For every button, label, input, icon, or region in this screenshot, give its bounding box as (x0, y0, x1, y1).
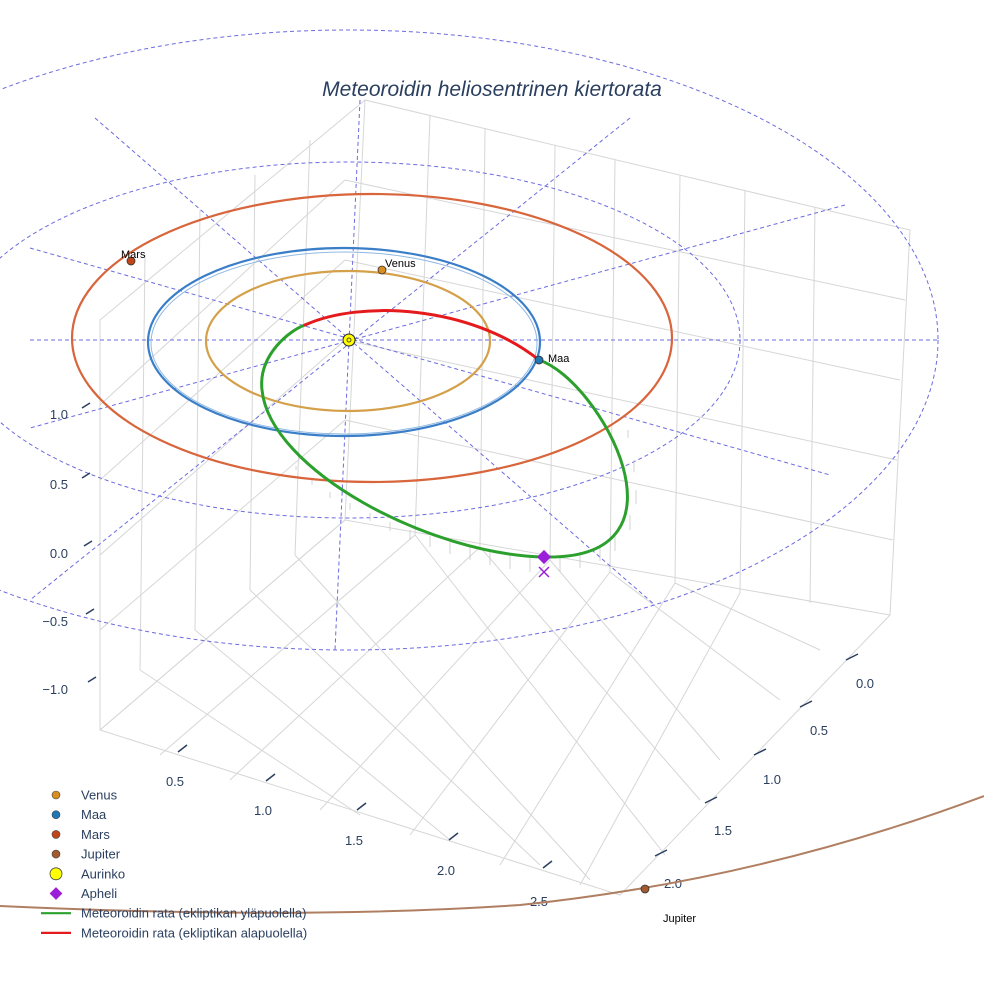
ref-spoke-diag-1 (94, 117, 656, 606)
x-tick-label: 2.5 (530, 894, 548, 909)
chart-title: Meteoroidin heliosentrinen kiertorata (322, 78, 662, 101)
meteoroid-drop-lines (295, 430, 637, 572)
y-tick-label: 0.5 (810, 723, 828, 738)
aphelion-marker (536, 549, 552, 565)
y-tick-label: 0.0 (856, 676, 874, 691)
legend-item[interactable]: Jupiter (51, 847, 121, 862)
x-tick-label: 1.0 (254, 803, 272, 818)
earth-marker (534, 355, 544, 365)
orbits (0, 192, 984, 914)
y-tick-label: 1.0 (763, 772, 781, 787)
z-tick-label: 0.5 (50, 477, 68, 492)
jupiter-label: Jupiter (663, 913, 696, 925)
legend-label: Jupiter (81, 847, 121, 862)
legend-label: Venus (81, 788, 118, 803)
legend-symbol (49, 887, 63, 900)
legend-symbol (51, 810, 61, 820)
z-tick-label: 0.0 (50, 546, 68, 561)
ref-spoke-diag-3 (29, 247, 831, 476)
meteoroid-orbit-below (303, 309, 541, 362)
legend-item[interactable]: Mars (51, 827, 110, 842)
legend-label: Aurinko (81, 866, 125, 881)
legend-item[interactable]: Maa (51, 807, 107, 822)
x-tick-label: 0.5 (166, 774, 184, 789)
z-tick-label: −1.0 (42, 682, 68, 697)
legend-label: Maa (81, 807, 107, 822)
meteoroid-orbit-above (260, 323, 629, 559)
mars-orbit (70, 192, 674, 484)
jupiter-marker (640, 884, 650, 894)
aphelion-projection-marker (538, 566, 550, 578)
legend-label: Meteoroidin rata (ekliptikan yläpuolella… (81, 906, 306, 921)
legend-symbol (51, 849, 61, 859)
earth-orbit-inner (150, 251, 538, 435)
legend-symbol (49, 867, 63, 881)
legend-item[interactable]: Meteoroidin rata (ekliptikan alapuolella… (41, 925, 307, 940)
legend-item[interactable]: Venus (51, 788, 118, 803)
grid-wall-lines-back (414, 114, 816, 604)
scene-grid (99, 99, 911, 896)
mars-label: Mars (121, 249, 146, 261)
legend-label: Mars (81, 827, 110, 842)
axis-tick-labels: 1.0 0.5 0.0 −0.5 −1.0 0.5 1.0 1.5 2.0 2.5 0.0 0.5… (42, 407, 874, 909)
ref-circle-outer (0, 29, 939, 651)
legend-symbol (51, 830, 61, 839)
legend-item[interactable]: Apheli (49, 886, 118, 901)
grid-box-outline (99, 99, 911, 896)
legend-label: Meteoroidin rata (ekliptikan alapuolella… (81, 925, 307, 940)
mars-marker (126, 256, 136, 266)
legend-item[interactable]: Aurinko (49, 866, 125, 881)
earth-orbit (146, 246, 542, 438)
grid-wall-lines-back-horizontal (344, 179, 906, 541)
meteoroid-orbit (260, 309, 629, 559)
y-tick-label: 1.5 (714, 823, 732, 838)
earth-label: Maa (548, 353, 570, 365)
sun-marker (342, 333, 356, 347)
chart-legend: Venus Maa Mars Jupiter Aurinko Apheli Meteoroi… (41, 788, 307, 940)
ref-spoke-diag-2 (29, 117, 631, 601)
grid-floor-lines-cross (99, 519, 741, 886)
x-tick-label: 1.5 (345, 833, 363, 848)
grid-wall-lines-left (139, 139, 311, 671)
legend-symbol (51, 790, 61, 800)
grid-wall-lines-left-horizontal (99, 179, 346, 631)
venus-orbit (204, 269, 492, 413)
venus-marker (377, 265, 387, 275)
venus-label: Venus (385, 258, 416, 270)
legend-label: Apheli (81, 886, 117, 901)
ref-spoke-vertical (334, 99, 361, 651)
legend-item[interactable]: Meteoroidin rata (ekliptikan yläpuolella… (41, 906, 306, 921)
z-tick-label: −0.5 (42, 614, 68, 629)
jupiter-orbit-arc (0, 795, 984, 914)
x-tick-label: 2.0 (437, 863, 455, 878)
axis-ticks (81, 402, 859, 869)
z-tick-label: 1.0 (50, 407, 68, 422)
grid-floor-lines (139, 534, 821, 881)
